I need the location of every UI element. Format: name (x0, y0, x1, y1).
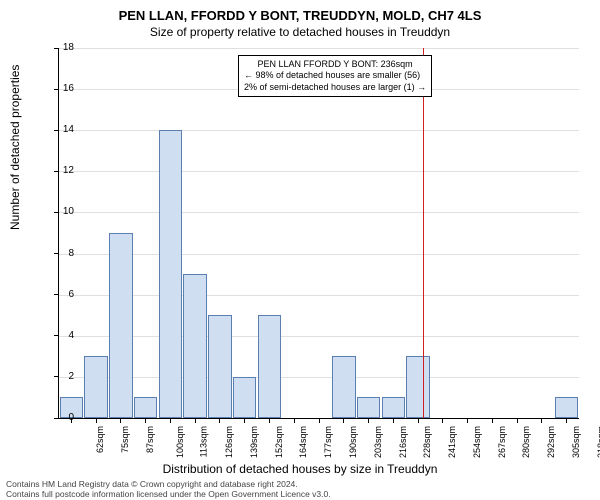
x-tick-label: 164sqm (299, 426, 309, 458)
x-axis-label: Distribution of detached houses by size … (0, 462, 600, 476)
plot-area (58, 48, 579, 419)
x-tick-label: 292sqm (546, 426, 556, 458)
x-tick-label: 113sqm (199, 426, 209, 457)
gridline (59, 48, 579, 49)
reference-line (423, 48, 424, 418)
x-tick-label: 241sqm (447, 426, 457, 458)
y-tick (54, 212, 59, 213)
x-tick (343, 418, 344, 423)
x-tick (244, 418, 245, 423)
x-tick (269, 418, 270, 423)
y-tick (54, 253, 59, 254)
y-tick-label: 2 (68, 371, 74, 382)
callout-line: 2% of semi-detached houses are larger (1… (244, 82, 426, 93)
x-tick (541, 418, 542, 423)
y-tick (54, 171, 59, 172)
x-tick-label: 216sqm (398, 426, 408, 458)
x-tick (219, 418, 220, 423)
histogram-bar (332, 356, 356, 418)
y-tick-label: 8 (68, 248, 74, 259)
y-tick (54, 335, 59, 336)
x-tick-label: 62sqm (95, 426, 105, 453)
x-tick-label: 75sqm (120, 426, 130, 453)
histogram-bar (84, 356, 108, 418)
gridline (59, 171, 579, 172)
y-tick-label: 6 (68, 289, 74, 300)
x-tick-label: 280sqm (521, 426, 531, 458)
x-tick-label: 228sqm (422, 426, 432, 458)
histogram-bar (555, 397, 579, 418)
y-tick (54, 418, 59, 419)
histogram-bar (233, 377, 257, 418)
x-tick (566, 418, 567, 423)
gridline (59, 254, 579, 255)
callout-line: PEN LLAN FFORDD Y BONT: 236sqm (244, 59, 426, 70)
x-tick-label: 318sqm (596, 426, 600, 458)
histogram-bar (109, 233, 133, 418)
histogram-bar (208, 315, 232, 418)
x-tick (294, 418, 295, 423)
x-tick-label: 87sqm (145, 426, 155, 453)
x-tick-label: 254sqm (472, 426, 482, 458)
histogram-bar (258, 315, 282, 418)
x-tick-label: 126sqm (224, 426, 234, 458)
x-tick (145, 418, 146, 423)
y-tick (54, 89, 59, 90)
x-tick (467, 418, 468, 423)
y-tick-label: 18 (63, 42, 74, 53)
x-tick-label: 305sqm (571, 426, 581, 458)
y-tick (54, 376, 59, 377)
gridline (59, 212, 579, 213)
y-tick-label: 4 (68, 330, 74, 341)
y-tick-label: 12 (63, 165, 74, 176)
x-tick (170, 418, 171, 423)
gridline (59, 336, 579, 337)
x-tick (393, 418, 394, 423)
y-tick-label: 16 (63, 83, 74, 94)
y-tick-label: 14 (63, 124, 74, 135)
gridline (59, 377, 579, 378)
x-tick (442, 418, 443, 423)
x-tick (319, 418, 320, 423)
histogram-bar (159, 130, 183, 418)
y-axis-label: Number of detached properties (8, 65, 22, 230)
y-tick (54, 130, 59, 131)
x-tick (96, 418, 97, 423)
x-tick-label: 152sqm (274, 426, 284, 458)
footer-line-1: Contains HM Land Registry data © Crown c… (6, 479, 331, 489)
histogram-bar (406, 356, 430, 418)
callout-box: PEN LLAN FFORDD Y BONT: 236sqm← 98% of d… (238, 55, 432, 97)
x-tick (517, 418, 518, 423)
x-tick-label: 267sqm (497, 426, 507, 458)
footer-text: Contains HM Land Registry data © Crown c… (6, 479, 331, 499)
histogram-bar (382, 397, 406, 418)
x-tick (418, 418, 419, 423)
chart-subtitle: Size of property relative to detached ho… (0, 23, 600, 39)
y-tick-label: 0 (68, 412, 74, 423)
gridline (59, 130, 579, 131)
histogram-bar (183, 274, 207, 418)
histogram-bar (134, 397, 158, 418)
chart-container: PEN LLAN, FFORDD Y BONT, TREUDDYN, MOLD,… (0, 0, 600, 500)
callout-line: ← 98% of detached houses are smaller (56… (244, 70, 426, 81)
x-tick (120, 418, 121, 423)
gridline (59, 295, 579, 296)
y-tick (54, 294, 59, 295)
histogram-bar (357, 397, 381, 418)
x-tick (195, 418, 196, 423)
x-tick-label: 100sqm (175, 426, 185, 458)
x-tick-label: 203sqm (373, 426, 383, 458)
x-tick-label: 177sqm (323, 426, 333, 458)
x-tick (368, 418, 369, 423)
x-tick-label: 190sqm (348, 426, 358, 458)
x-tick-label: 139sqm (249, 426, 259, 458)
footer-line-2: Contains full postcode information licen… (6, 489, 331, 499)
x-tick (492, 418, 493, 423)
y-tick-label: 10 (63, 206, 74, 217)
y-tick (54, 48, 59, 49)
chart-title: PEN LLAN, FFORDD Y BONT, TREUDDYN, MOLD,… (0, 0, 600, 23)
